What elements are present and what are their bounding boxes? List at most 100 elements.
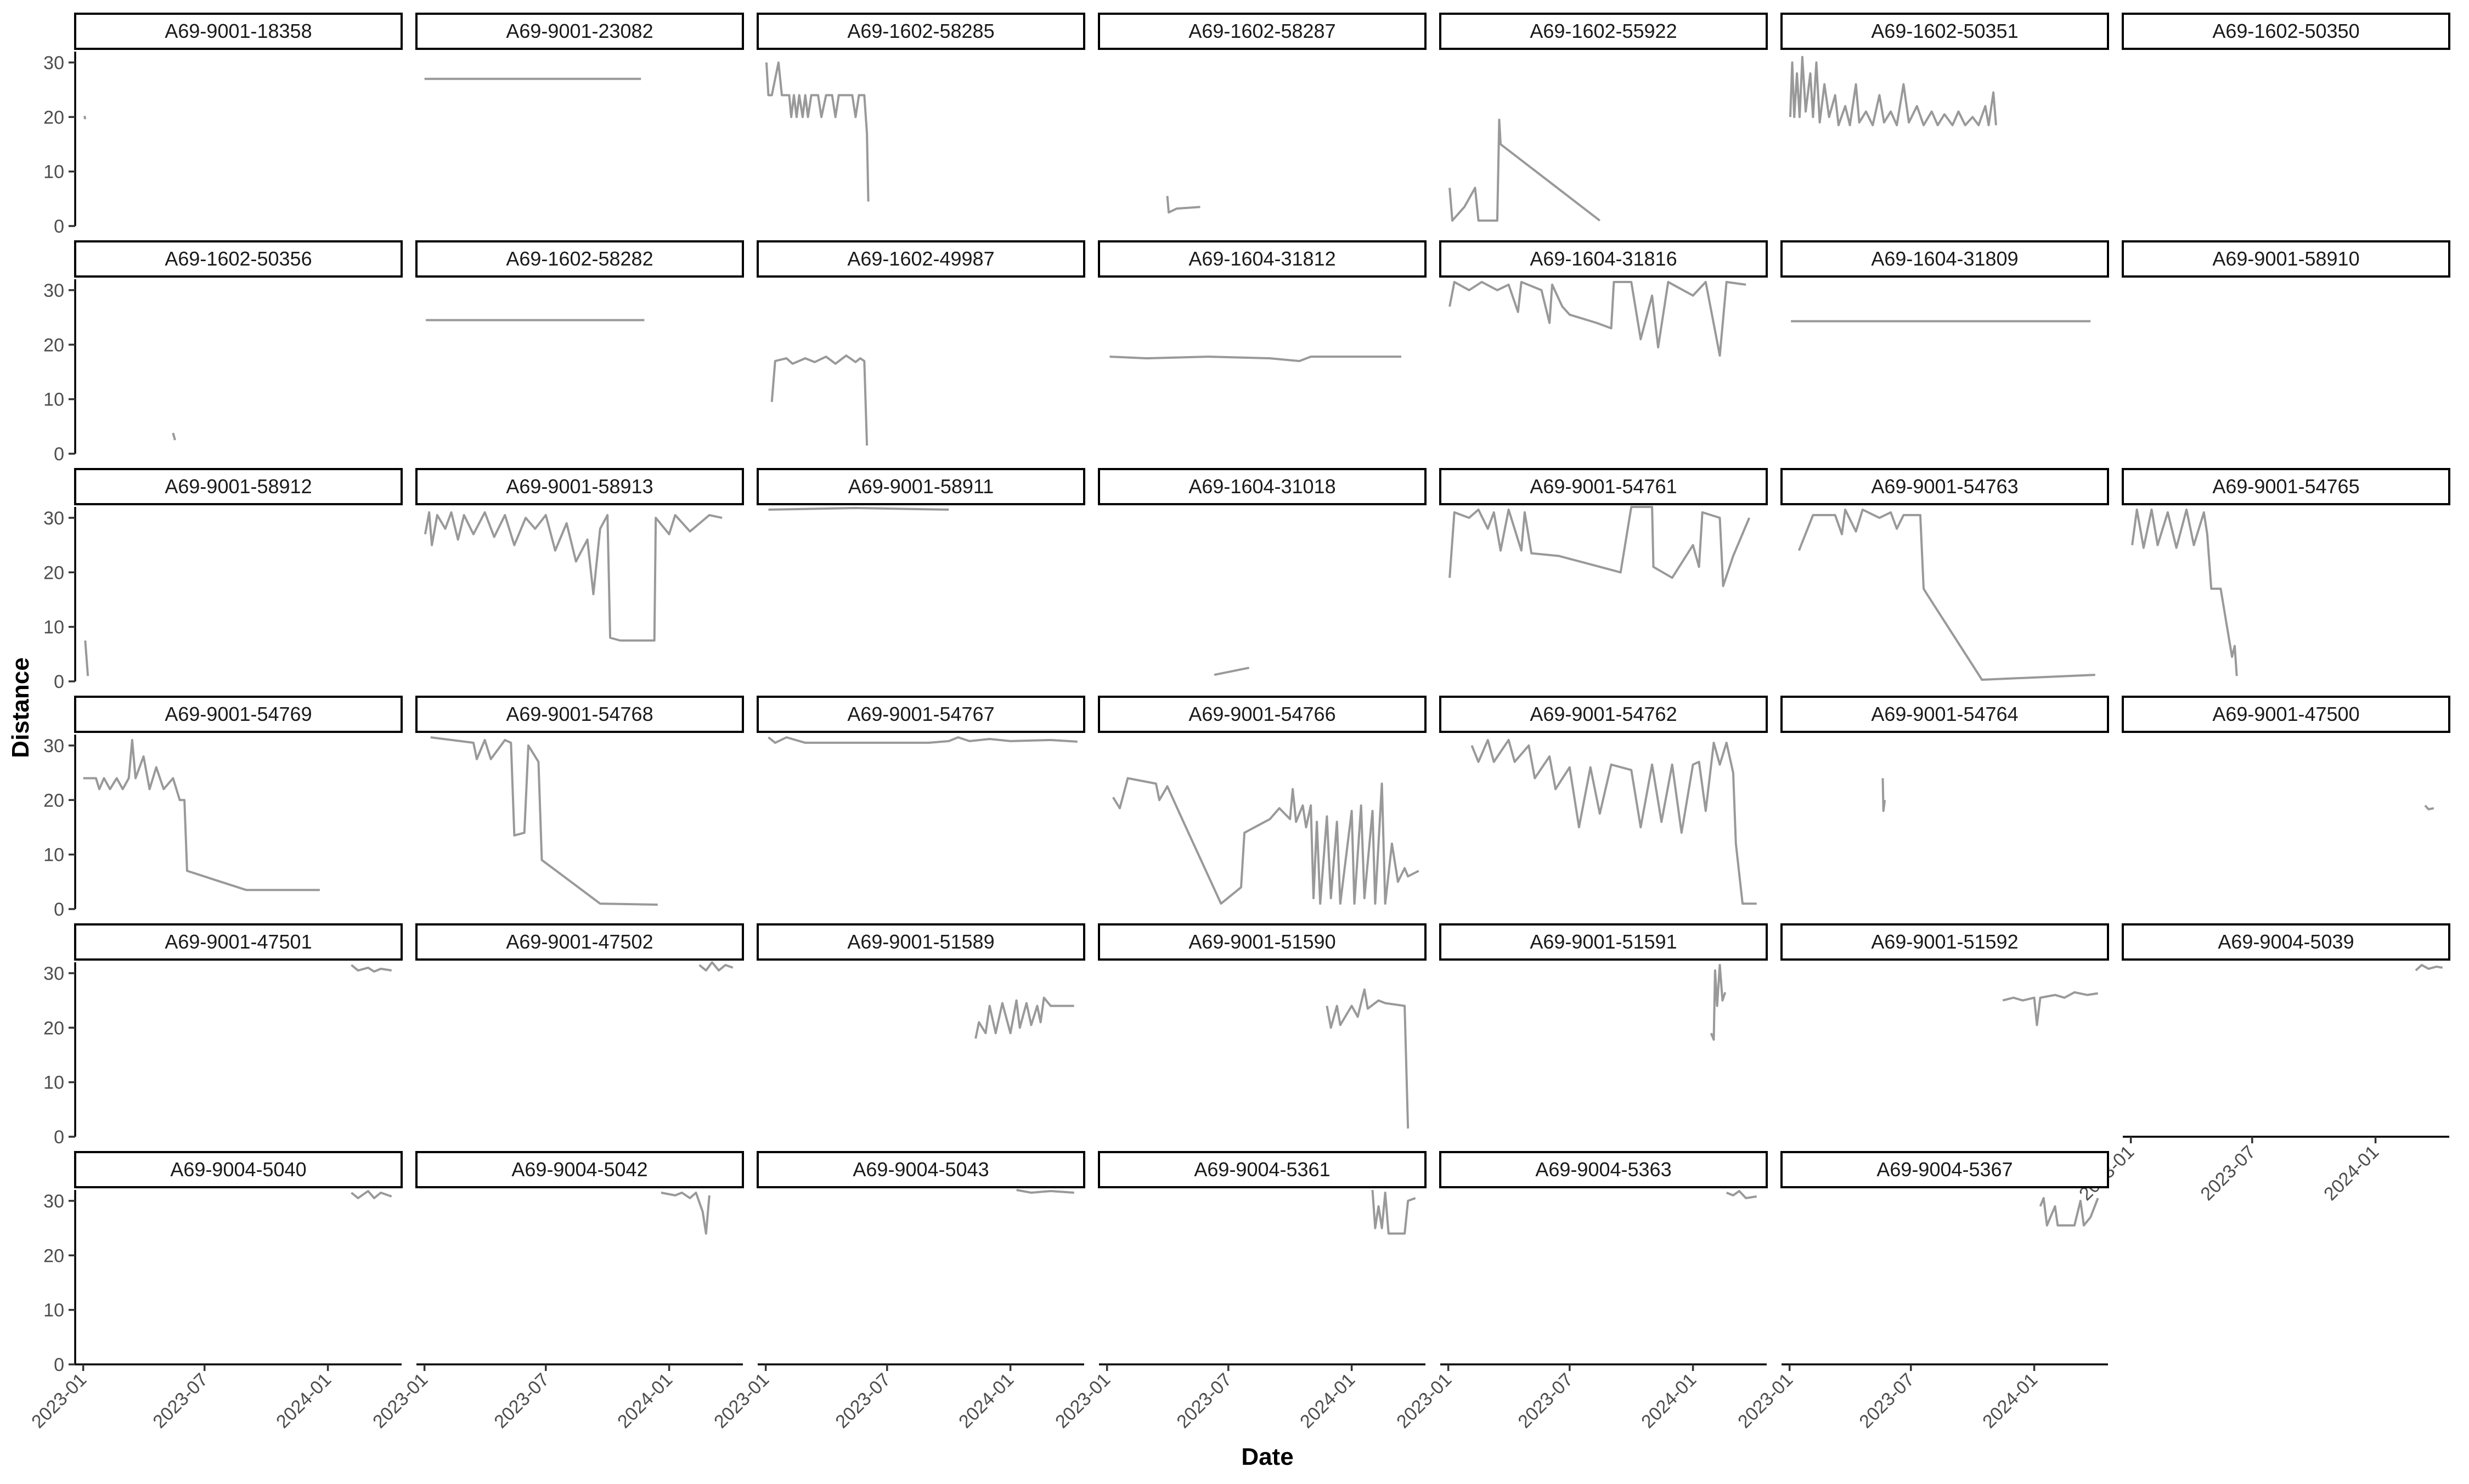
facet-label: A69-9001-54764 bbox=[1871, 703, 2018, 725]
y-tick-label: 10 bbox=[43, 162, 64, 183]
facet-label: A69-1602-50356 bbox=[165, 247, 312, 270]
series-line bbox=[2002, 991, 2099, 1026]
x-tick-label: 2023-07 bbox=[149, 1369, 212, 1432]
facet-panel: A69-9001-47500 bbox=[2122, 696, 2450, 811]
facet-strip bbox=[415, 240, 744, 278]
series-line bbox=[661, 1192, 711, 1235]
y-tick-label: 20 bbox=[43, 790, 64, 811]
facet-panel: A69-9001-54761 bbox=[1439, 468, 1768, 588]
series-line bbox=[1448, 281, 1746, 357]
series-line bbox=[2415, 964, 2443, 972]
panels-layer: A69-9001-18358 0 10 20 30 A69-9001-23082 A69-1… bbox=[27, 13, 2450, 1432]
facet-strip bbox=[1780, 240, 2109, 278]
series-line bbox=[974, 996, 1074, 1039]
facet-strip bbox=[1098, 923, 1427, 961]
series-line bbox=[351, 964, 392, 973]
x-tick-label: 2023-01 bbox=[27, 1369, 91, 1432]
facet-label: A69-9004-5040 bbox=[170, 1158, 306, 1181]
series-line bbox=[1326, 988, 1410, 1129]
facet-panel: A69-9004-5363 2023-01 2023-07 2024-01 bbox=[1393, 1151, 1768, 1432]
x-tick-label: 2024-01 bbox=[955, 1369, 1018, 1432]
facet-strip bbox=[415, 696, 744, 733]
facet-label: A69-9001-47502 bbox=[506, 930, 653, 953]
facet-strip bbox=[1780, 696, 2109, 733]
facet-label: A69-9001-58911 bbox=[848, 475, 994, 498]
series-line bbox=[430, 736, 658, 906]
facet-strip bbox=[74, 696, 403, 733]
series-line bbox=[765, 61, 870, 202]
series-line bbox=[1789, 55, 1997, 127]
facet-panel: A69-9001-58911 bbox=[757, 468, 1085, 511]
series-line bbox=[2131, 509, 2238, 676]
facet-panel: A69-1602-55922 bbox=[1439, 13, 1768, 222]
x-tick-label: 2024-01 bbox=[1637, 1369, 1700, 1432]
x-tick-label: 2023-01 bbox=[369, 1369, 432, 1432]
facet-panel: A69-1602-50350 bbox=[2122, 13, 2450, 50]
series-line bbox=[84, 640, 89, 676]
series-line bbox=[2424, 804, 2434, 811]
y-tick-label: 30 bbox=[43, 53, 64, 74]
x-tick-label: 2023-01 bbox=[1051, 1369, 1114, 1432]
facet-panel: A69-1602-58285 bbox=[757, 13, 1085, 202]
y-tick-label: 20 bbox=[43, 562, 64, 583]
facet-label: A69-1602-58282 bbox=[506, 247, 653, 270]
facet-strip bbox=[415, 468, 744, 505]
facet-strip bbox=[1439, 696, 1768, 733]
y-tick-label: 10 bbox=[43, 617, 64, 638]
facet-label: A69-9004-5361 bbox=[1194, 1158, 1330, 1181]
facet-panel: A69-9001-54768 bbox=[415, 696, 744, 906]
y-tick-label: 0 bbox=[54, 899, 64, 920]
facet-panel: A69-9001-51592 bbox=[1780, 923, 2109, 1026]
facet-strip bbox=[757, 1151, 1085, 1188]
facet-strip bbox=[74, 468, 403, 505]
series-line bbox=[1448, 119, 1601, 222]
y-tick-label: 10 bbox=[43, 390, 64, 410]
facet-label: A69-9001-51589 bbox=[847, 930, 994, 953]
facet-label: A69-9001-51590 bbox=[1188, 930, 1335, 953]
facet-label: A69-9001-18358 bbox=[165, 20, 312, 42]
facet-strip bbox=[1439, 923, 1768, 961]
series-line bbox=[1726, 1190, 1757, 1199]
series-line bbox=[1448, 506, 1751, 588]
facet-panel: A69-9001-51591 bbox=[1439, 923, 1768, 1041]
facet-strip bbox=[1439, 240, 1768, 278]
facet-strip bbox=[1439, 13, 1768, 50]
facet-label: A69-9001-58913 bbox=[506, 475, 653, 498]
facet-panel: A69-9001-54766 bbox=[1098, 696, 1427, 905]
x-tick-label: 2023-07 bbox=[490, 1369, 553, 1432]
facet-panel: A69-9001-47502 bbox=[415, 923, 744, 972]
facet-panel: A69-9001-47501 0 10 20 30 bbox=[43, 923, 403, 1148]
facet-label: A69-9001-54762 bbox=[1530, 703, 1677, 725]
facet-panel: A69-9001-58912 0 10 20 30 bbox=[43, 468, 403, 692]
series-line bbox=[768, 507, 949, 511]
facet-strip bbox=[757, 13, 1085, 50]
facet-label: A69-9004-5039 bbox=[2218, 930, 2354, 953]
series-line bbox=[172, 432, 176, 441]
y-tick-label: 10 bbox=[43, 1300, 64, 1321]
y-tick-label: 0 bbox=[54, 444, 64, 465]
facet-panel: A69-1604-31812 bbox=[1098, 240, 1427, 363]
series-line bbox=[1371, 1189, 1416, 1235]
facet-strip bbox=[74, 13, 403, 50]
y-tick-label: 30 bbox=[43, 736, 64, 757]
facet-label: A69-9004-5367 bbox=[1876, 1158, 2013, 1181]
series-line bbox=[1710, 964, 1727, 1041]
facet-label: A69-1604-31812 bbox=[1188, 247, 1335, 270]
facet-label: A69-1602-50350 bbox=[2212, 20, 2359, 42]
facet-label: A69-9001-58910 bbox=[2212, 247, 2359, 270]
y-tick-label: 20 bbox=[43, 335, 64, 356]
facet-label: A69-1602-55922 bbox=[1530, 20, 1677, 42]
facet-strip bbox=[74, 923, 403, 961]
y-tick-label: 0 bbox=[54, 216, 64, 237]
facet-label: A69-1604-31018 bbox=[1188, 475, 1335, 498]
facet-label: A69-9004-5363 bbox=[1535, 1158, 1671, 1181]
facet-panel: A69-9004-5367 2023-01 2023-07 2024-01 bbox=[1734, 1151, 2109, 1432]
x-tick-label: 2023-07 bbox=[2196, 1142, 2259, 1205]
facet-label: A69-1602-50351 bbox=[1871, 20, 2018, 42]
x-axis-title: Date bbox=[1241, 1443, 1293, 1470]
facet-label: A69-9004-5042 bbox=[511, 1158, 647, 1181]
facet-panel: A69-9001-54762 bbox=[1439, 696, 1768, 905]
facet-label: A69-1604-31809 bbox=[1871, 247, 2018, 270]
x-tick-label: 2023-07 bbox=[1173, 1369, 1236, 1432]
